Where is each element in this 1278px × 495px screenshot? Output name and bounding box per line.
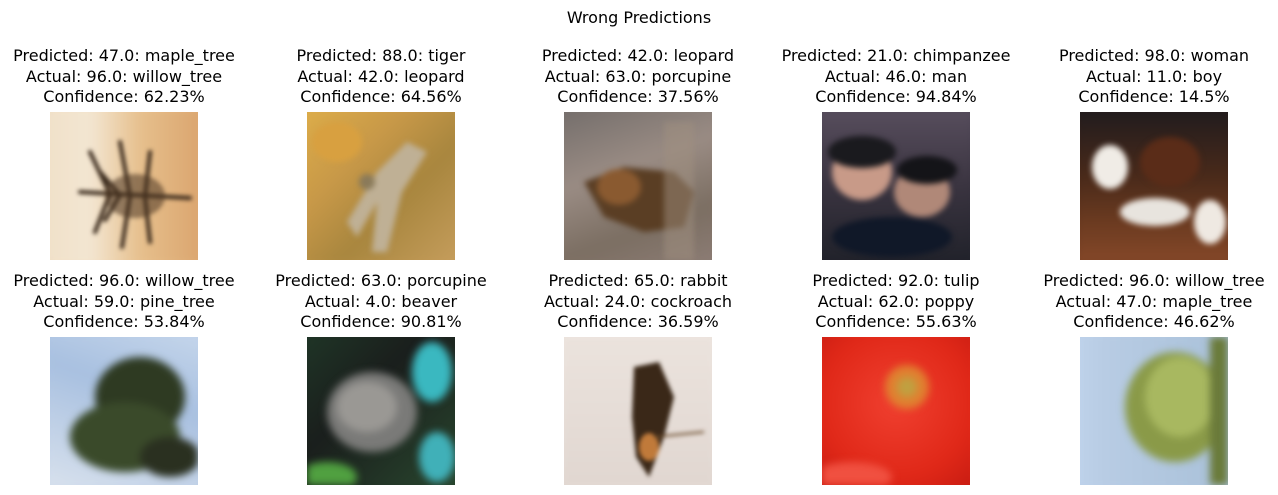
confidence-label: Confidence: 94.84% xyxy=(815,87,977,106)
prediction-caption: Predicted: 63.0: porcupine Actual: 4.0: … xyxy=(251,271,511,333)
prediction-caption: Predicted: 21.0: chimpanzee Actual: 46.0… xyxy=(766,46,1026,108)
confidence-label: Confidence: 64.56% xyxy=(300,87,462,106)
actual-label: Actual: 11.0: boy xyxy=(1085,66,1223,86)
sample-image xyxy=(1080,337,1228,485)
actual-label: Actual: 62.0: poppy xyxy=(817,291,975,311)
confidence-label: Confidence: 55.63% xyxy=(815,312,977,331)
confidence-label: Confidence: 37.56% xyxy=(557,87,719,106)
predicted-label: Predicted: 88.0: tiger xyxy=(296,46,466,65)
sample-image xyxy=(50,337,198,485)
actual-label: Actual: 4.0: beaver xyxy=(304,291,458,311)
actual-label: Actual: 46.0: man xyxy=(824,66,968,86)
sample-image xyxy=(564,337,712,485)
predicted-label: Predicted: 98.0: woman xyxy=(1058,46,1250,65)
predicted-label: Predicted: 47.0: maple_tree xyxy=(13,46,235,65)
predicted-label: Predicted: 42.0: leopard xyxy=(541,46,735,65)
predicted-label: Predicted: 21.0: chimpanzee xyxy=(781,46,1011,65)
sample-image xyxy=(307,112,455,260)
predicted-label: Predicted: 63.0: porcupine xyxy=(275,271,487,290)
sample-image xyxy=(1080,112,1228,260)
prediction-caption: Predicted: 88.0: tiger Actual: 42.0: leo… xyxy=(251,46,511,108)
actual-label: Actual: 59.0: pine_tree xyxy=(33,291,215,311)
sample-image xyxy=(822,112,970,260)
prediction-caption: Predicted: 92.0: tulip Actual: 62.0: pop… xyxy=(766,271,1026,333)
confidence-label: Confidence: 90.81% xyxy=(300,312,462,331)
confidence-label: Confidence: 46.62% xyxy=(1073,312,1235,331)
predicted-label: Predicted: 96.0: willow_tree xyxy=(1043,271,1265,290)
actual-label: Actual: 47.0: maple_tree xyxy=(1055,291,1253,311)
prediction-caption: Predicted: 42.0: leopard Actual: 63.0: p… xyxy=(508,46,768,108)
predicted-label: Predicted: 65.0: rabbit xyxy=(548,271,728,290)
sample-image xyxy=(822,337,970,485)
actual-label: Actual: 63.0: porcupine xyxy=(544,66,732,86)
confidence-label: Confidence: 53.84% xyxy=(43,312,205,331)
prediction-caption: Predicted: 65.0: rabbit Actual: 24.0: co… xyxy=(508,271,768,333)
sample-image xyxy=(307,337,455,485)
prediction-caption: Predicted: 98.0: woman Actual: 11.0: boy… xyxy=(1024,46,1278,108)
prediction-caption: Predicted: 96.0: willow_tree Actual: 59.… xyxy=(0,271,254,333)
confidence-label: Confidence: 62.23% xyxy=(43,87,205,106)
predicted-label: Predicted: 92.0: tulip xyxy=(812,271,980,290)
sample-image xyxy=(564,112,712,260)
actual-label: Actual: 96.0: willow_tree xyxy=(25,66,223,86)
prediction-caption: Predicted: 96.0: willow_tree Actual: 47.… xyxy=(1024,271,1278,333)
confidence-label: Confidence: 14.5% xyxy=(1078,87,1230,106)
sample-image xyxy=(50,112,198,260)
predicted-label: Predicted: 96.0: willow_tree xyxy=(13,271,235,290)
actual-label: Actual: 24.0: cockroach xyxy=(543,291,733,311)
confidence-label: Confidence: 36.59% xyxy=(557,312,719,331)
prediction-caption: Predicted: 47.0: maple_tree Actual: 96.0… xyxy=(0,46,254,108)
figure-title: Wrong Predictions xyxy=(566,8,712,27)
actual-label: Actual: 42.0: leopard xyxy=(297,66,465,86)
